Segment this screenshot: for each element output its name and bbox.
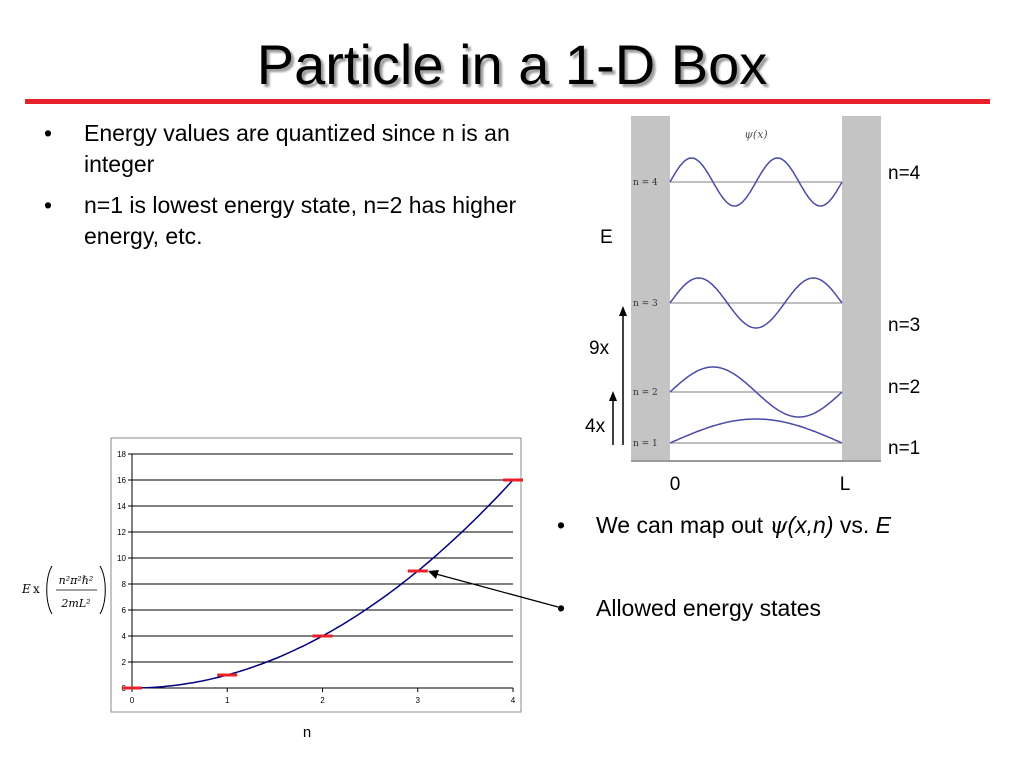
level-n2: n = 2 — [633, 366, 843, 418]
psi-symbol: ψ — [769, 513, 788, 539]
ratio-9x-label: 9x — [589, 338, 610, 359]
bullet-quantized: Energy values are quantized since n is a… — [44, 118, 554, 180]
annotation-arrow — [428, 570, 559, 608]
svg-text:x: x — [33, 582, 40, 596]
wave-n3 — [669, 277, 843, 329]
inner-label-n2: n = 2 — [633, 388, 658, 398]
bullet-lowest-energy: n=1 is lowest energy state, n=2 has high… — [44, 190, 554, 252]
svg-text:2mL²: 2mL² — [60, 597, 90, 610]
svg-text:E: E — [21, 582, 31, 596]
level-n1: n = 1 — [633, 418, 843, 449]
bullet-allowed-states: Allowed energy states — [557, 591, 997, 625]
inner-label-n1: n = 1 — [633, 439, 658, 449]
bottom-bullet-list: We can map out ψ(x,n) vs. E Allowed ener… — [557, 508, 997, 625]
arrow-4x — [609, 391, 617, 445]
particle-box-figure: ψ(x) n = 4 n = 3 n = 2 n = 1 n=4 n=3 n=2… — [585, 116, 921, 495]
slide-title: Particle in a 1-D Box — [256, 33, 768, 96]
outer-label-n3: n=3 — [888, 315, 920, 336]
level-n3: n = 3 — [633, 277, 843, 329]
wave-n2 — [669, 366, 843, 418]
y-tick-label: 8 — [122, 580, 127, 589]
arrow-9x — [619, 306, 627, 445]
y-tick-label: 12 — [117, 528, 126, 537]
y-tick-label: 6 — [122, 606, 127, 615]
top-bullet-list: Energy values are quantized since n is a… — [44, 118, 554, 262]
y-tick-label: 10 — [117, 554, 126, 563]
x-tick-label: 0 — [130, 696, 135, 705]
inner-label-n4: n = 4 — [633, 178, 658, 188]
energy-axis-label: E — [600, 227, 613, 248]
left-wall — [631, 116, 670, 460]
x-tick-label: 4 — [511, 696, 516, 705]
x-start-label: 0 — [670, 474, 681, 495]
ratio-4x-label: 4x — [585, 416, 606, 437]
svg-text:n²π²ℏ²: n²π²ℏ² — [59, 574, 94, 587]
x-tick-label: 1 — [225, 696, 230, 705]
y-tick-label: 16 — [117, 476, 126, 485]
psi-label: ψ(x) — [744, 128, 767, 141]
y-tick-label: 18 — [117, 450, 126, 459]
outer-label-n1: n=1 — [888, 438, 920, 459]
title-underline — [25, 99, 990, 104]
energy-vs-n-chart: 02468101214161801234 E x n²π²ℏ² 2mL² n — [21, 437, 559, 741]
level-n4: n = 4 — [633, 157, 843, 207]
right-wall — [842, 116, 881, 460]
x-tick-label: 2 — [320, 696, 325, 705]
bullet-map-psi: We can map out ψ(x,n) vs. E — [557, 508, 997, 543]
y-tick-label: 14 — [117, 502, 126, 511]
x-tick-label: 3 — [416, 696, 421, 705]
y-axis-label: E x n²π²ℏ² 2mL² — [21, 565, 106, 615]
y-tick-label: 4 — [122, 632, 127, 641]
wave-n1 — [669, 418, 843, 444]
inner-label-n3: n = 3 — [633, 299, 658, 309]
outer-label-n2: n=2 — [888, 377, 920, 398]
wave-n4 — [669, 157, 843, 207]
chart-frame — [110, 437, 522, 713]
y-tick-label: 2 — [122, 658, 127, 667]
x-end-label: L — [840, 474, 851, 495]
outer-label-n4: n=4 — [888, 163, 921, 184]
x-axis-label: n — [303, 724, 311, 741]
